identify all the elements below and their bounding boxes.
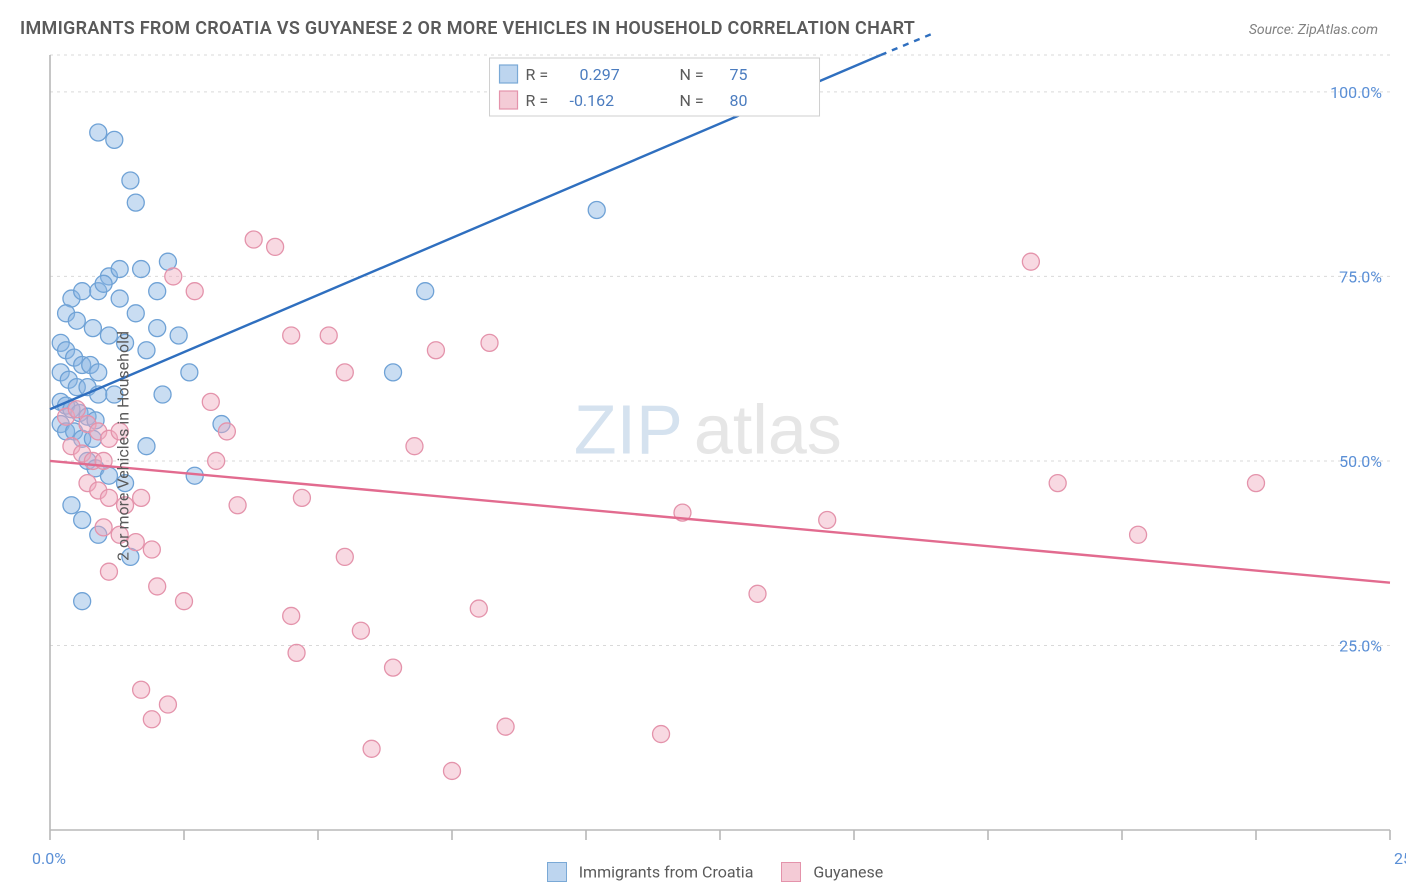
svg-text:50.0%: 50.0% <box>1339 452 1382 471</box>
svg-text:R =: R = <box>526 91 549 110</box>
correlation-chart: IMMIGRANTS FROM CROATIA VS GUYANESE 2 OR… <box>0 0 1406 892</box>
legend-swatch-croatia <box>547 862 567 882</box>
svg-text:atlas: atlas <box>694 391 842 469</box>
svg-text:ZIP: ZIP <box>574 391 683 469</box>
svg-text:N =: N = <box>680 91 704 110</box>
legend-swatch-guyanese <box>781 862 801 882</box>
x-axis-legend: Immigrants from Croatia Guyanese <box>0 861 1406 882</box>
svg-text:25.0%: 25.0% <box>1339 636 1382 655</box>
chart-svg: ZIPatlas25.0%50.0%75.0%100.0%0.0%25.0%R … <box>0 0 1406 892</box>
chart-title: IMMIGRANTS FROM CROATIA VS GUYANESE 2 OR… <box>20 18 915 39</box>
svg-text:75.0%: 75.0% <box>1339 267 1382 286</box>
legend-label-guyanese: Guyanese <box>813 863 883 882</box>
svg-text:75: 75 <box>730 65 748 84</box>
svg-text:80: 80 <box>730 91 748 110</box>
legend-label-croatia: Immigrants from Croatia <box>579 863 754 882</box>
svg-text:N =: N = <box>680 65 704 84</box>
svg-text:-0.162: -0.162 <box>570 91 615 110</box>
y-axis-label: 2 or more Vehicles in Household <box>114 331 133 561</box>
source-label: Source: ZipAtlas.com <box>1249 22 1378 38</box>
svg-text:100.0%: 100.0% <box>1330 83 1382 102</box>
svg-text:R =: R = <box>526 65 549 84</box>
svg-text:0.297: 0.297 <box>580 65 620 84</box>
